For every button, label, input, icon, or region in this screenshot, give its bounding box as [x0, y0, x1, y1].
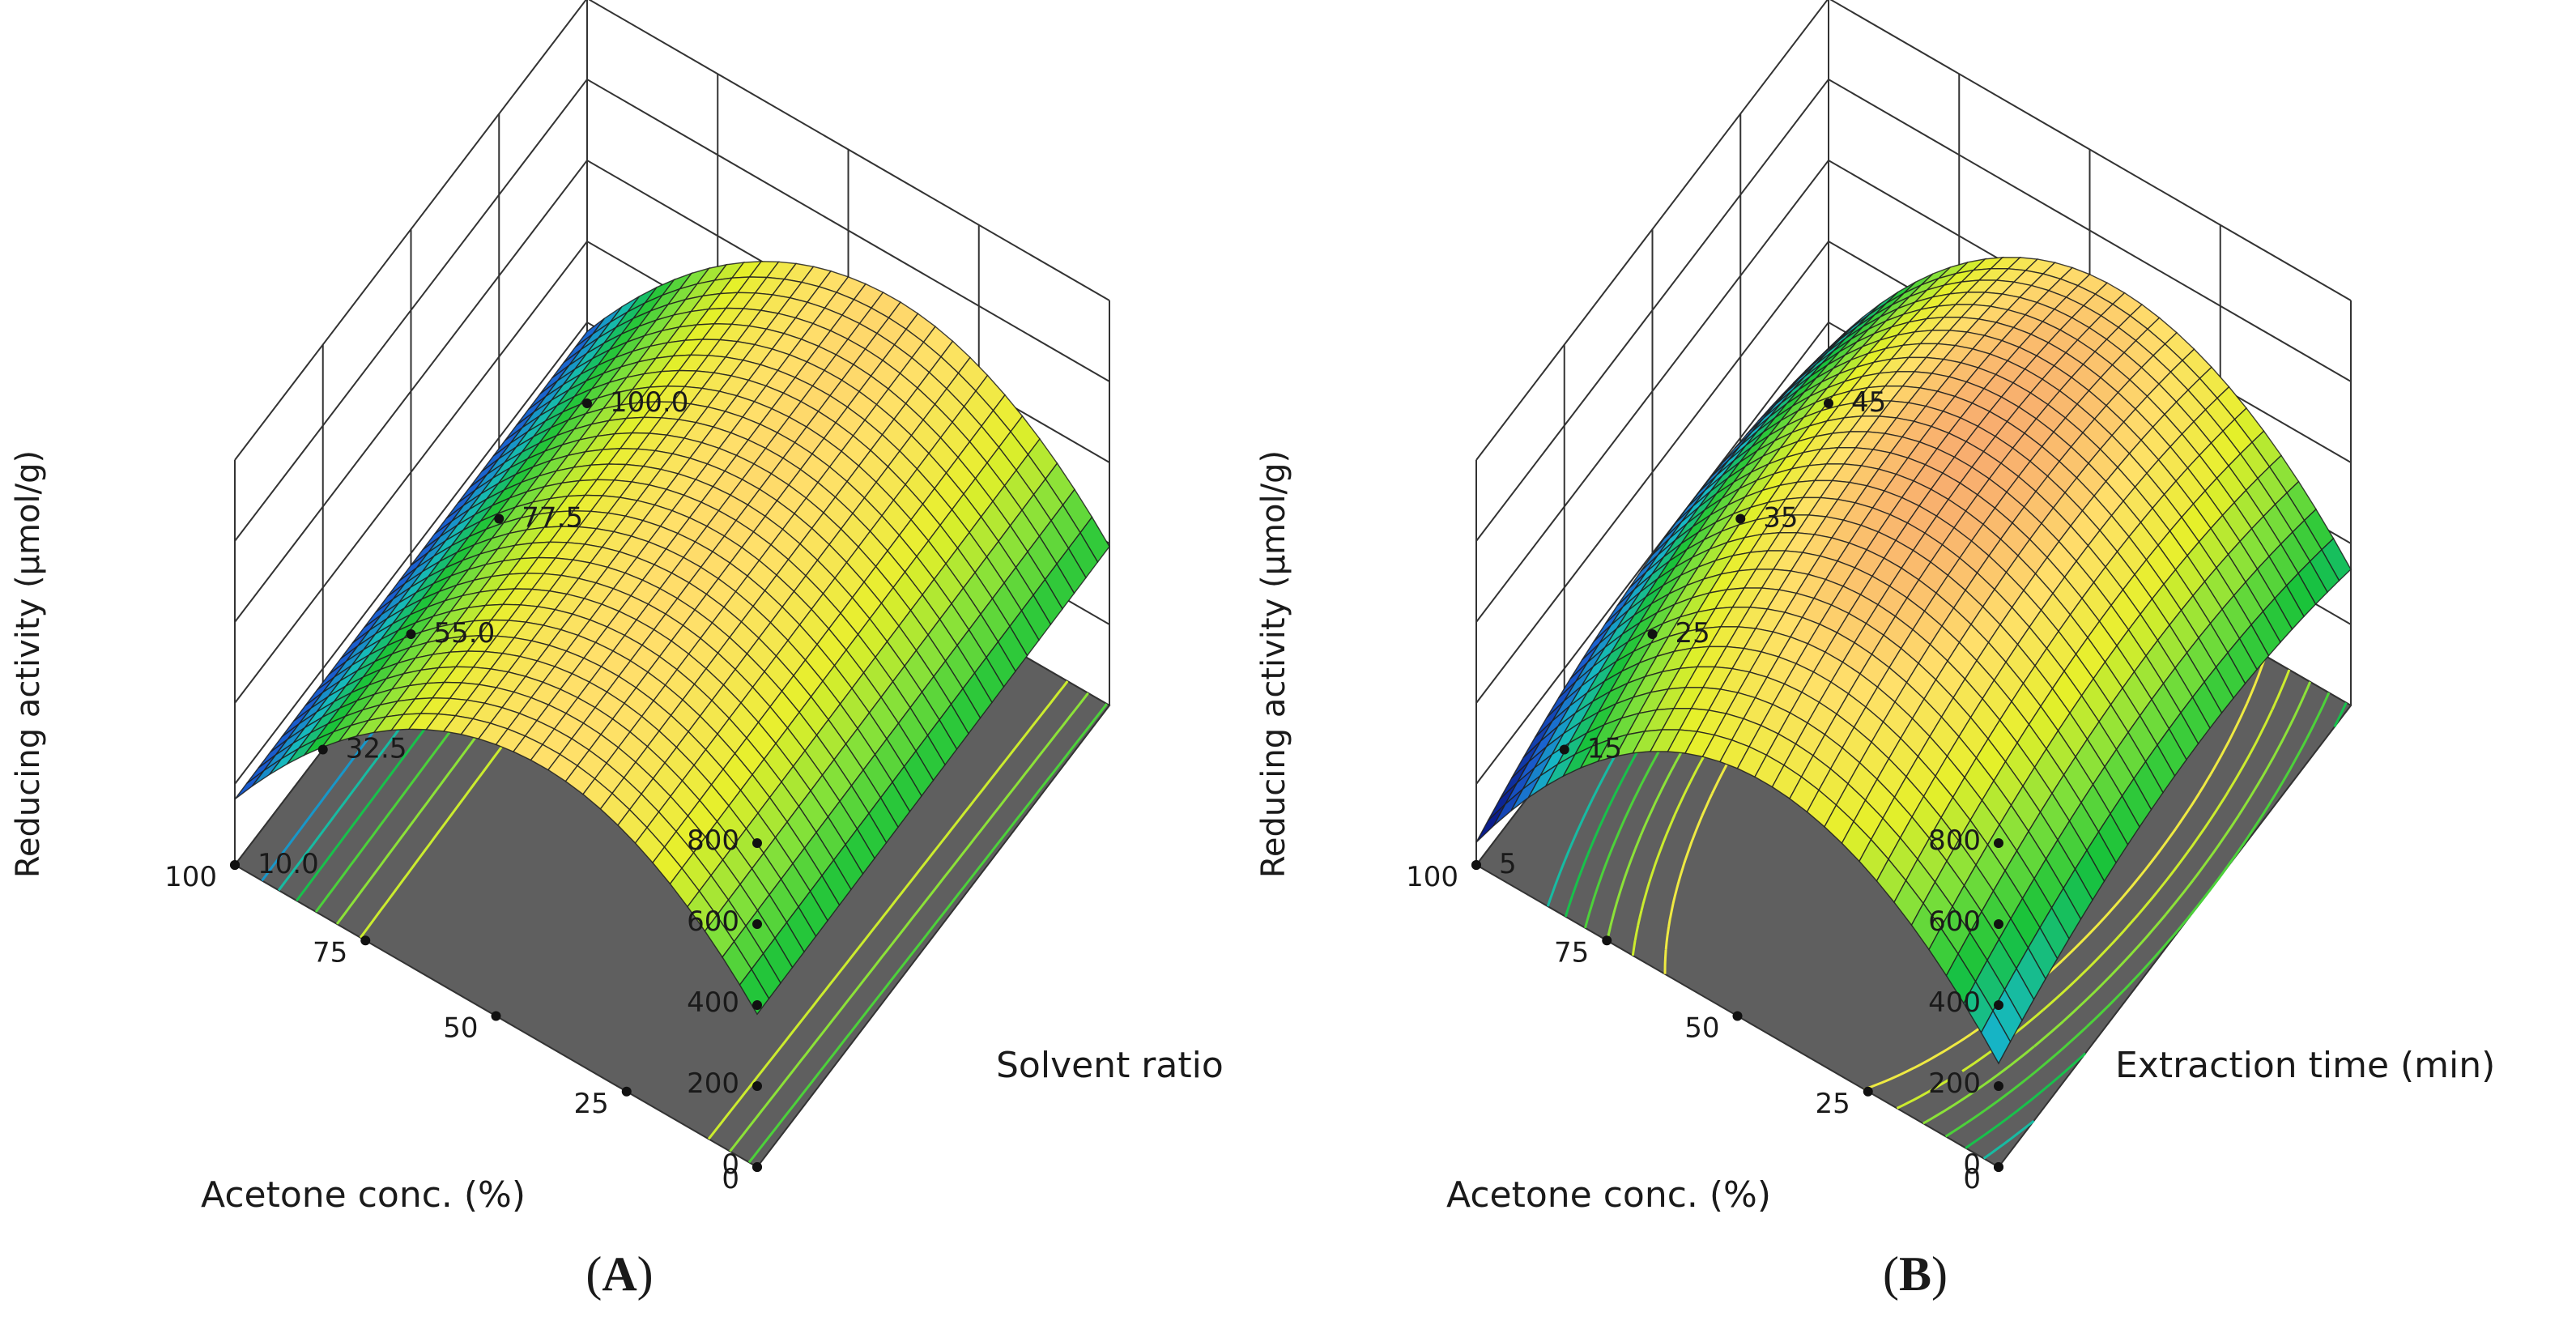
- panel-b-x-tick-2: [1732, 1011, 1743, 1021]
- panel-a-y-tick-label-1: 32.5: [346, 733, 407, 765]
- panel-a-y-tick-label-0: 10.0: [258, 848, 319, 880]
- panel-a-x-tick-1: [621, 1086, 632, 1097]
- panel-a-z-tick-label-2: 400: [687, 986, 739, 1019]
- panel-b-x-tick-label-1: 25: [1815, 1088, 1850, 1120]
- panel-b-x-axis-title: Acetone conc. (%): [1446, 1174, 1771, 1216]
- panel-b-label: (B): [1883, 1247, 1948, 1301]
- panel-b-y-tick-label-4: 45: [1851, 386, 1886, 419]
- panel-b-y-tick-label-1: 15: [1587, 733, 1622, 765]
- panel-a-x-tick-label-1: 25: [573, 1088, 608, 1120]
- panel-a-z-tick-3: [752, 919, 762, 929]
- panel-a-x-tick-2: [491, 1011, 501, 1021]
- panel-b-y-tick-1: [1559, 744, 1569, 755]
- panel-a-z-tick-4: [752, 838, 762, 848]
- panel-a-z-tick-0: [752, 1162, 762, 1172]
- panel-a-x-tick-label-0: 0: [722, 1163, 739, 1195]
- panel-a-y-tick-4: [582, 398, 592, 408]
- panel-b-z-tick-3: [1994, 919, 2003, 929]
- panel-b-x-tick-label-2: 50: [1684, 1012, 1719, 1045]
- panel-b-y-tick-3: [1735, 513, 1746, 524]
- panel-b-z-tick-2: [1994, 1000, 2003, 1010]
- panel-a-y-tick-label-4: 100.0: [610, 386, 688, 419]
- panel-a-x-tick-label-2: 50: [443, 1012, 478, 1045]
- panel-b-ticks: 0 25 50 75 100 5 15 25 35 45 0 200 400 600 800: [1406, 386, 2003, 1195]
- panel-b-x-tick-label-3: 75: [1554, 936, 1589, 969]
- panel-a-z-tick-2: [752, 1000, 762, 1010]
- panel-a-z-tick-label-0: 0: [722, 1148, 739, 1181]
- panel-a-y-tick-0: [230, 860, 240, 870]
- panel-b-z-tick-label-3: 600: [1928, 905, 1981, 938]
- panel-b-x-tick-3: [1602, 935, 1612, 946]
- panel-a-z-tick-label-4: 800: [687, 824, 739, 857]
- panel-a-chart: 0 25 50 75 100 10.0 32.5 55.0 77.5 100.0 0 200 400 60…: [10, 0, 1224, 1216]
- panel-a-x-tick-label-4: 100: [164, 861, 217, 893]
- panel-a-y-tick-1: [317, 744, 328, 755]
- panel-a-z-tick-label-1: 200: [687, 1067, 739, 1100]
- panel-b-y-tick-4: [1824, 398, 1833, 408]
- panel-b-chart: 0 25 50 75 100 5 15 25 35 45 0 200 400 600 800 Acetone …: [1255, 0, 2495, 1216]
- panel-b-z-tick-label-4: 800: [1928, 824, 1981, 857]
- panel-b-y-tick-2: [1647, 629, 1658, 639]
- panel-b-z-tick-label-0: 0: [1963, 1148, 1981, 1181]
- panel-a-ticks: 0 25 50 75 100 10.0 32.5 55.0 77.5 100.0 0 200 400 60…: [164, 386, 762, 1195]
- panel-b-surface: [1475, 256, 2352, 1065]
- panel-b-z-axis-title: Reducing activity (µmol/g): [1255, 450, 1292, 878]
- panel-a-x-tick-3: [360, 935, 371, 946]
- panel-b-z-tick-label-1: 200: [1928, 1067, 1981, 1100]
- panel-b-y-tick-label-3: 35: [1763, 502, 1798, 535]
- panel-b-y-tick-0: [1471, 860, 1481, 870]
- panel-b-y-tick-label-2: 25: [1675, 617, 1710, 650]
- panel-a-label: (A): [585, 1247, 653, 1301]
- panel-a-y-tick-label-2: 55.0: [434, 617, 496, 650]
- panel-b-x-tick-label-4: 100: [1406, 861, 1458, 893]
- panel-a-x-axis-title: Acetone conc. (%): [201, 1174, 526, 1216]
- panel-a-y-tick-3: [494, 513, 505, 524]
- panel-b-y-tick-label-0: 5: [1499, 848, 1517, 880]
- panel-a-z-tick-label-3: 600: [687, 905, 739, 938]
- panel-b-z-tick-0: [1994, 1162, 2003, 1172]
- panel-a-y-axis-title: Solvent ratio: [996, 1045, 1224, 1086]
- panel-b-z-tick-4: [1994, 838, 2003, 848]
- panel-a-z-axis-title: Reducing activity (µmol/g): [10, 450, 47, 878]
- panel-b-z-tick-label-2: 400: [1928, 986, 1981, 1019]
- panel-b-y-axis-title: Extraction time (min): [2115, 1045, 2495, 1086]
- panel-b-x-tick-1: [1863, 1086, 1873, 1097]
- panel-a-surface: [234, 261, 1110, 1016]
- panel-a-y-tick-label-3: 77.5: [522, 502, 583, 535]
- panel-a-z-tick-1: [752, 1081, 762, 1091]
- panel-b-z-tick-1: [1994, 1081, 2003, 1091]
- panel-a-x-tick-label-3: 75: [313, 936, 347, 969]
- panel-a-y-tick-2: [406, 629, 416, 639]
- panel-b-x-tick-label-0: 0: [1963, 1163, 1981, 1195]
